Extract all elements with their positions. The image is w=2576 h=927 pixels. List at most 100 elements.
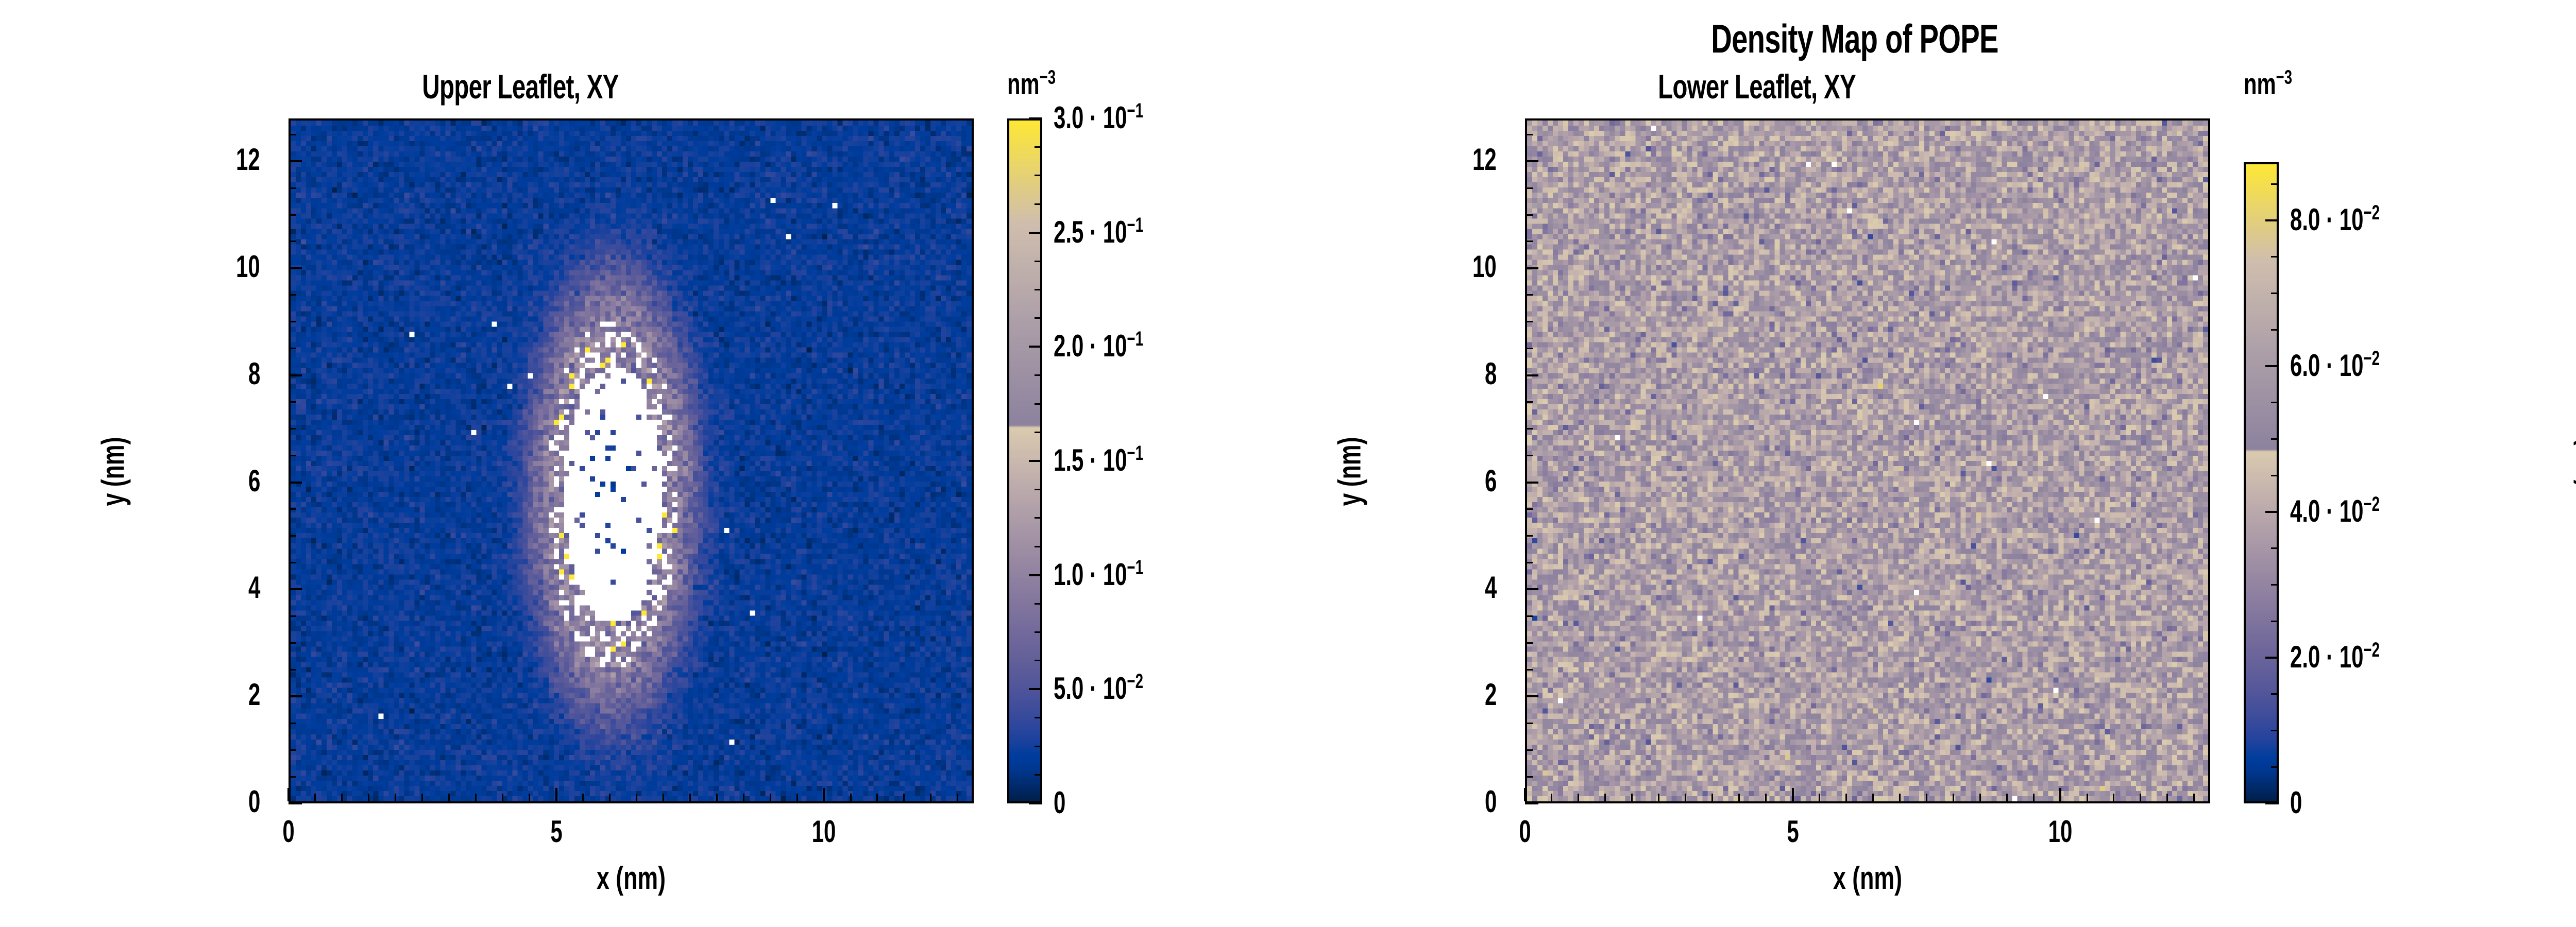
y-tick-mark: [1525, 481, 1538, 484]
colorbar-unit-upper-leaflet: nm−3: [1007, 66, 1056, 101]
y-tick-minor: [1525, 321, 1533, 323]
colorbar-tick-minor: [1035, 717, 1042, 719]
y-tick-minor: [289, 321, 296, 323]
colorbar-unit-lower-leaflet: nm−3: [2244, 66, 2293, 101]
y-tick-mark: [289, 695, 302, 698]
colorbar-tick-minor: [1035, 203, 1042, 205]
x-tick-minor: [421, 794, 423, 801]
colorbar-tick-mark: [2265, 219, 2279, 222]
figure-suptitle: Density Map of POPE: [1711, 16, 1998, 61]
y-tick-label-1-5: 10: [1472, 249, 1497, 284]
y-tick-minor: [289, 615, 296, 617]
x-tick-minor: [1604, 794, 1606, 801]
y-tick-minor: [1525, 133, 1533, 135]
y-tick-mark: [1525, 267, 1538, 269]
colorbar-tick-label-0-2: 1.0 · 10−1: [1054, 556, 1144, 592]
y-tick-mark: [289, 160, 302, 163]
x-tick-minor: [502, 794, 504, 801]
y-tick-label-0-1: 2: [248, 677, 260, 712]
x-tick-minor: [341, 794, 343, 801]
x-tick-minor: [314, 794, 316, 801]
y-tick-minor: [289, 241, 296, 243]
y-tick-minor: [1525, 294, 1533, 296]
y-tick-minor: [1525, 348, 1533, 350]
x-tick-minor: [529, 794, 531, 801]
panel-title-lower-leaflet: Lower Leaflet, XY: [1658, 67, 1856, 106]
y-tick-label-0-3: 6: [248, 463, 260, 498]
x-tick-label-0-2: 10: [811, 814, 836, 849]
x-tick-minor: [662, 794, 664, 801]
colorbar-tick-mark: [2265, 657, 2279, 659]
colorbar-tick-minor: [2271, 293, 2279, 295]
y-tick-mark: [289, 267, 302, 269]
y-tick-minor: [289, 749, 296, 751]
y-tick-minor: [1525, 455, 1533, 457]
panel-title-upper-leaflet: Upper Leaflet, XY: [422, 67, 619, 106]
colorbar-tick-mark: [2265, 802, 2279, 804]
x-tick-minor: [769, 794, 771, 801]
x-tick-minor: [1658, 794, 1660, 801]
colorbar-tick-mark: [1029, 574, 1042, 576]
x-tick-label-1-1: 5: [1786, 814, 1799, 849]
colorbar-tick-minor: [1035, 146, 1042, 148]
colorbar-tick-minor: [2271, 693, 2279, 695]
y-tick-minor: [1525, 615, 1533, 617]
x-tick-minor: [2032, 794, 2035, 801]
x-tick-minor: [2113, 794, 2115, 801]
y-tick-mark: [1525, 160, 1538, 163]
x-tick-minor: [2086, 794, 2088, 801]
y-tick-minor: [1525, 508, 1533, 510]
x-tick-mark: [2059, 788, 2062, 801]
x-tick-minor: [1578, 794, 1580, 801]
y-tick-mark: [1525, 802, 1538, 804]
colorbar-tick-label-0-1: 5.0 · 10−2: [1054, 670, 1144, 706]
x-tick-label-0-0: 0: [282, 814, 295, 849]
y-tick-label-1-2: 4: [1484, 570, 1497, 605]
x-tick-minor: [1818, 794, 1820, 801]
x-tick-minor: [608, 794, 611, 801]
axis-label-x-upper-leaflet: x (nm): [597, 861, 666, 896]
x-tick-minor: [448, 794, 450, 801]
x-tick-minor: [2140, 794, 2142, 801]
y-tick-minor: [1525, 241, 1533, 243]
y-tick-label-0-6: 12: [236, 142, 260, 177]
colorbar-tick-mark: [2265, 511, 2279, 513]
x-tick-minor: [1845, 794, 1847, 801]
x-tick-label-0-1: 5: [550, 814, 563, 849]
y-tick-mark: [289, 374, 302, 376]
axis-label-z-transversal-view: z (nm): [2568, 437, 2576, 505]
y-tick-minor: [1525, 535, 1533, 537]
y-tick-minor: [289, 428, 296, 430]
axis-label-y-upper-leaflet: y (nm): [95, 437, 131, 506]
y-tick-minor: [289, 455, 296, 457]
x-tick-minor: [475, 794, 477, 801]
y-tick-minor: [289, 776, 296, 778]
colorbar-tick-minor: [2271, 183, 2279, 185]
colorbar-tick-minor: [2271, 766, 2279, 768]
x-tick-minor: [796, 794, 798, 801]
x-tick-minor: [903, 794, 905, 801]
x-tick-minor: [1685, 794, 1687, 801]
x-tick-minor: [850, 794, 852, 801]
y-tick-label-1-0: 0: [1484, 784, 1497, 819]
y-tick-mark: [1525, 695, 1538, 698]
y-tick-minor: [289, 214, 296, 216]
y-tick-minor: [1525, 749, 1533, 751]
y-tick-label-1-4: 8: [1484, 356, 1497, 391]
colorbar-tick-minor: [2271, 620, 2279, 622]
x-tick-minor: [1872, 794, 1874, 801]
x-tick-minor: [368, 794, 370, 801]
x-tick-minor: [582, 794, 584, 801]
y-tick-minor: [289, 668, 296, 671]
colorbar-tick-label-1-2: 4.0 · 10−2: [2290, 493, 2380, 529]
colorbar-tick-minor: [1035, 289, 1042, 290]
y-tick-minor: [1525, 642, 1533, 644]
axis-label-x-lower-leaflet: x (nm): [1833, 861, 1902, 896]
y-tick-mark: [289, 481, 302, 484]
colorbar-tick-minor: [2271, 584, 2279, 586]
y-tick-minor: [289, 642, 296, 644]
y-tick-label-1-3: 6: [1484, 463, 1497, 498]
colorbar-tick-minor: [1035, 317, 1042, 319]
y-tick-label-0-0: 0: [248, 784, 260, 819]
colorbar-tick-mark: [1029, 802, 1042, 804]
